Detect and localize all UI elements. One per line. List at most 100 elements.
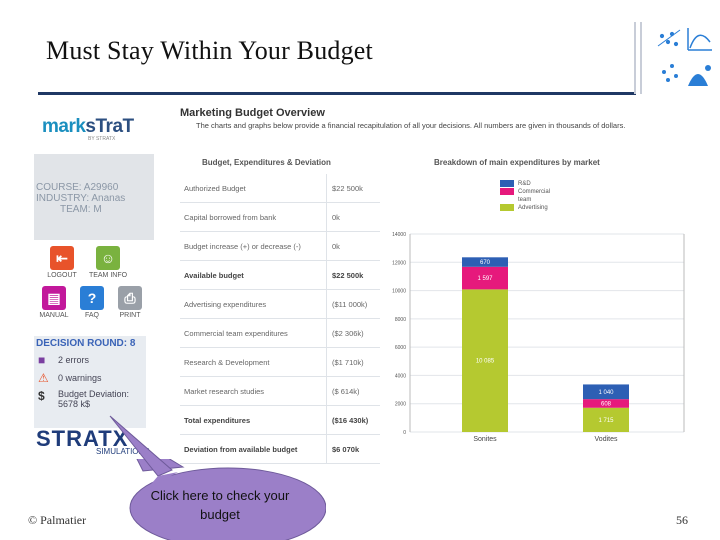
- x-tick-label: Vodites: [595, 436, 618, 443]
- row-value: ($16 430k): [332, 416, 369, 425]
- table-row: Market research studies ($ 614k): [180, 377, 380, 406]
- table-row: Total expenditures ($16 430k): [180, 406, 380, 435]
- x-tick-label: Sonites: [473, 436, 497, 443]
- row-value: ($2 306k): [332, 329, 364, 338]
- bar-segment: [583, 407, 629, 432]
- y-tick-label: 10000: [392, 289, 406, 295]
- column-divider: [326, 261, 327, 289]
- row-label: Available budget: [184, 271, 244, 280]
- row-value: ($1 710k): [332, 358, 364, 367]
- bar-segment: [583, 399, 629, 408]
- legend-item: R&D: [500, 180, 558, 188]
- row-label: Commercial team expenditures: [184, 329, 288, 338]
- column-divider: [326, 319, 327, 347]
- row-value: $6 070k: [332, 445, 360, 454]
- logout-button[interactable]: ⇤ LOGOUT: [42, 246, 82, 279]
- error-icon: ■: [38, 353, 46, 367]
- footer-copyright: © Palmatier: [28, 513, 87, 527]
- dollar-icon: $: [38, 389, 45, 403]
- table-row: Budget increase (+) or decrease (-) 0k: [180, 232, 380, 261]
- data-label: 1 715: [598, 418, 614, 424]
- row-value: ($11 000k): [332, 300, 368, 309]
- y-tick-label: 0: [403, 430, 406, 436]
- bar-segment: [462, 289, 508, 432]
- y-tick-label: 12000: [392, 260, 406, 266]
- column-divider: [326, 174, 327, 202]
- y-tick-label: 14000: [392, 232, 406, 238]
- legend-item: Commercial team: [500, 188, 558, 204]
- faq-label: FAQ: [84, 312, 99, 319]
- chart-legend: R&D Commercial team Advertising: [500, 180, 558, 212]
- table-row: Authorized Budget $22 500k: [180, 174, 380, 203]
- team-line: TEAM: M: [60, 204, 102, 215]
- row-label: Research & Development: [184, 358, 270, 367]
- print-button[interactable]: ⎙ PRINT: [110, 286, 150, 319]
- stratx-logo: STRATX: [36, 426, 129, 451]
- warnings-row[interactable]: ⚠ 0 warnings: [34, 369, 146, 387]
- bar-segment: [583, 384, 629, 400]
- team-info-button[interactable]: ☺ TEAM INFO: [88, 246, 128, 279]
- logout-label: LOGOUT: [47, 272, 77, 279]
- team-info-label: TEAM INFO: [88, 272, 128, 279]
- scatter-icon: [657, 29, 681, 47]
- stratx-sub: SIMULATIONS: [96, 447, 150, 456]
- column-divider: [326, 435, 327, 463]
- callout-bubble: [109, 415, 326, 540]
- industry-line: INDUSTRY: Ananas: [36, 193, 126, 204]
- markstrat-budget-screen: marksTraT BY STRATX COURSE: A29960 INDUS…: [30, 100, 690, 464]
- errors-row[interactable]: ■ 2 errors: [34, 351, 146, 369]
- logout-icon: ⇤: [50, 246, 74, 270]
- chart-title: Breakdown of main expenditures by market: [434, 158, 600, 167]
- page-subtitle: The charts and graphs below provide a fi…: [196, 121, 626, 130]
- print-label: PRINT: [119, 312, 141, 319]
- nodes-icon: [662, 64, 678, 82]
- markstrat-logo: marksTraT: [42, 116, 134, 137]
- y-tick-label: 2000: [395, 402, 406, 408]
- manual-label: MANUAL: [39, 312, 69, 319]
- logo-subtext: BY STRATX: [88, 136, 116, 142]
- data-label: 1 040: [598, 390, 614, 396]
- row-label: Deviation from available budget: [184, 445, 298, 454]
- legend-label: Advertising: [518, 205, 548, 211]
- slide-title: Must Stay Within Your Budget: [46, 36, 373, 65]
- row-value: 0k: [332, 213, 340, 222]
- column-divider: [326, 232, 327, 260]
- decision-panel: DECISION ROUND: 8 ■ 2 errors ⚠ 0 warning…: [34, 336, 146, 428]
- column-divider: [326, 406, 327, 434]
- callout-text[interactable]: Click here to check your budget: [150, 488, 290, 522]
- errors-label: 2 errors: [58, 355, 90, 365]
- title-rule: [38, 92, 636, 95]
- legend-swatch-commercial: [500, 188, 514, 195]
- bar-segment: [462, 257, 508, 267]
- budget-deviation-link[interactable]: $ Budget Deviation: 5678 k$: [34, 387, 146, 413]
- team-icon: ☺: [96, 246, 120, 270]
- manual-button[interactable]: ▤ MANUAL: [34, 286, 74, 319]
- page-title: Marketing Budget Overview: [180, 107, 325, 119]
- row-label: Market research studies: [184, 387, 265, 396]
- page-number: 56: [676, 513, 688, 527]
- data-label: 670: [480, 260, 491, 266]
- data-label: 608: [601, 401, 612, 407]
- faq-button[interactable]: ? FAQ: [72, 286, 112, 319]
- y-tick-label: 6000: [395, 345, 406, 351]
- curve-icon: [687, 28, 712, 51]
- legend-swatch-rd: [500, 180, 514, 187]
- table-row: Capital borrowed from bank 0k: [180, 203, 380, 232]
- data-label: 1 597: [477, 276, 493, 282]
- table-row: Research & Development ($1 710k): [180, 348, 380, 377]
- row-label: Budget increase (+) or decrease (-): [184, 242, 301, 251]
- table-row: Deviation from available budget $6 070k: [180, 435, 380, 464]
- table-row: Advertising expenditures ($11 000k): [180, 290, 380, 319]
- expenditure-chart: 0 2000 4000 6000 8000 10000 12000 14000 10 085 1 …: [392, 232, 685, 443]
- row-label: Total expenditures: [184, 416, 251, 425]
- warnings-label: 0 warnings: [58, 373, 102, 383]
- deviation-value: 5678 k$: [58, 399, 91, 409]
- budget-table: Authorized Budget $22 500k Capital borrowe…: [180, 174, 380, 464]
- column-divider: [326, 290, 327, 318]
- row-value: $22 500k: [332, 271, 364, 280]
- column-divider: [326, 348, 327, 376]
- table-row: Available budget $22 500k: [180, 261, 380, 290]
- decision-round: DECISION ROUND: 8: [36, 338, 136, 349]
- row-value: $22 500k: [332, 184, 363, 193]
- column-divider: [326, 203, 327, 231]
